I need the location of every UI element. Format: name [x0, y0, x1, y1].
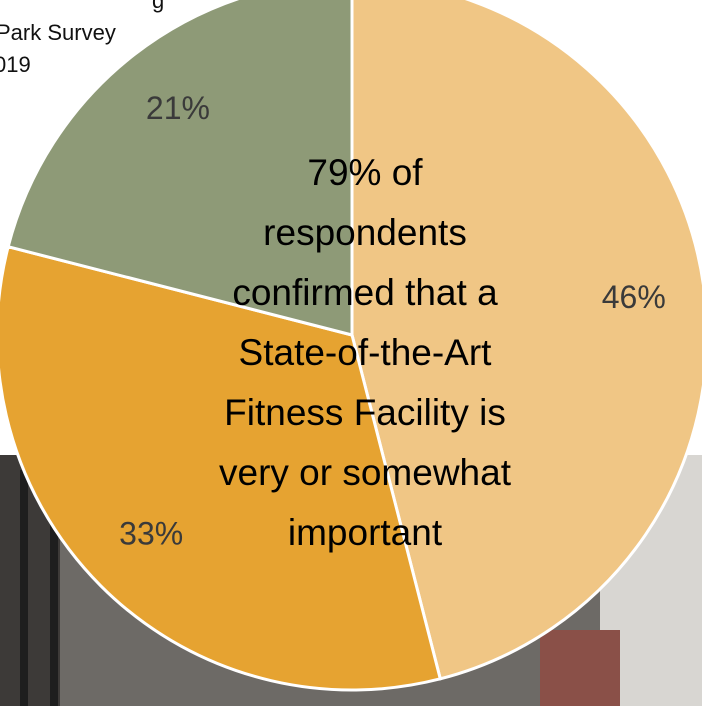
annotation: respondents: [263, 212, 467, 253]
pie-slice: [6, 0, 354, 337]
annotation: confirmed that a: [232, 272, 498, 313]
annotation: important: [288, 512, 443, 553]
pie-slice: [350, 0, 702, 681]
annotation: 79% of: [307, 152, 423, 193]
data-label: 46%: [602, 279, 666, 315]
pie-slice: [0, 244, 443, 692]
subtitle: Park Survey: [0, 20, 116, 45]
subtitle: 019: [0, 52, 31, 77]
annotation: very or somewhat: [219, 452, 512, 493]
data-label: 33%: [119, 515, 183, 551]
annotation: State-of-the-Art: [239, 332, 493, 373]
data-label: 21%: [146, 90, 210, 126]
subtitle: g: [152, 0, 164, 13]
annotation: Fitness Facility is: [224, 392, 506, 433]
